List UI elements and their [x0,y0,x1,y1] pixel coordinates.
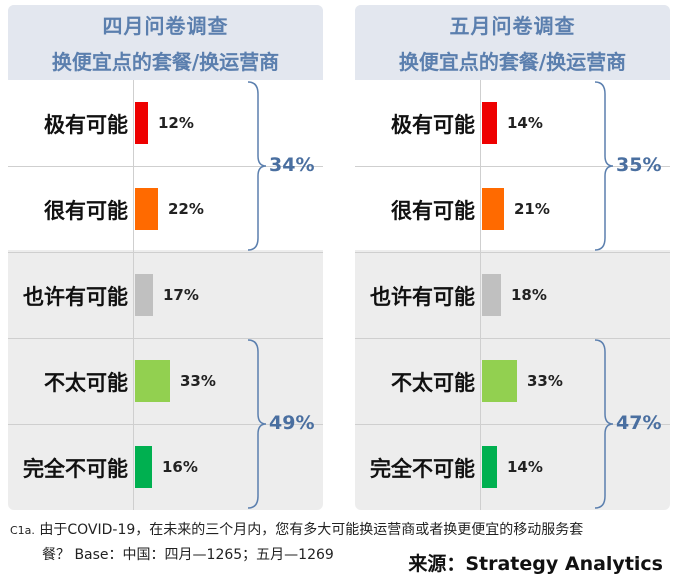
bar-very-likely [135,102,148,144]
value-label-unlikely: 33% [527,372,563,390]
panel-subtitle: 换便宜点的套餐/换运营商 [51,50,280,74]
category-label-unlikely: 不太可能 [44,371,128,395]
bar-likely [135,188,158,230]
chart-axis [133,80,134,510]
group-total-label: 49% [269,412,315,434]
top-group-area [355,80,670,250]
bar-very-unlikely [135,446,152,488]
group-bracket [594,339,614,509]
footnote-line-1: 由于COVID-19，在未来的三个月内，您有多大可能换运营商或者换更便宜的移动服… [39,522,584,538]
footnote-code: C1a. [10,524,35,537]
chart-axis [480,80,481,510]
category-label-unlikely: 不太可能 [391,371,475,395]
value-label-unlikely: 33% [180,372,216,390]
category-label-very-likely: 极有可能 [391,113,475,137]
group-brackets [247,81,267,509]
row-divider [355,166,670,167]
group-total-label: 35% [616,154,662,176]
category-label-very-likely: 极有可能 [44,113,128,137]
row-divider [355,252,670,253]
bar-maybe [482,274,501,316]
panel-title: 四月问卷调查 [102,14,229,38]
bar-likely [482,188,504,230]
value-label-likely: 21% [514,200,550,218]
row-divider [8,166,323,167]
source-label: 来源：Strategy Analytics [408,553,663,575]
row-divider [8,424,323,425]
value-label-maybe: 17% [163,286,199,304]
april-survey-panel: 四月问卷调查 换便宜点的套餐/换运营商 极有可能 12% 很有可能 22% 也许有可能 1… [8,0,323,510]
value-label-maybe: 18% [511,286,547,304]
category-label-very-unlikely: 完全不可能 [370,457,475,481]
category-label-very-unlikely: 完全不可能 [23,457,128,481]
category-label-maybe: 也许有可能 [23,285,128,309]
group-total-label: 47% [616,412,662,434]
footnote-line-2: 餐？ Base：中国：四月—1265；五月—1269 [42,547,334,563]
panel-header [8,5,323,80]
panel-subtitle: 换便宜点的套餐/换运营商 [398,50,627,74]
bar-very-likely [482,102,497,144]
row-divider [8,252,323,253]
value-label-very-unlikely: 14% [507,458,543,476]
row-divider [355,338,670,339]
panel-title: 五月问卷调查 [449,14,576,38]
bar-unlikely [482,360,517,402]
group-bracket [247,81,267,251]
bar-unlikely [135,360,170,402]
bar-very-unlikely [482,446,497,488]
row-divider [355,424,670,425]
row-divider [8,338,323,339]
top-group-area [8,80,323,250]
group-bracket [594,81,614,251]
value-label-very-likely: 12% [158,114,194,132]
panel-header [355,5,670,80]
may-survey-panel: 五月问卷调查 换便宜点的套餐/换运营商 极有可能 14% 很有可能 21% 也许有可能 1… [355,0,670,510]
group-total-label: 34% [269,154,315,176]
value-label-likely: 22% [168,200,204,218]
category-label-likely: 很有可能 [44,199,128,223]
category-label-maybe: 也许有可能 [370,285,475,309]
bar-maybe [135,274,153,316]
value-label-very-unlikely: 16% [162,458,198,476]
group-bracket [247,339,267,509]
category-label-likely: 很有可能 [391,199,475,223]
value-label-very-likely: 14% [507,114,543,132]
group-brackets [594,81,614,509]
footnote: C1a. 由于COVID-19，在未来的三个月内，您有多大可能换运营商或者换更便… [10,518,670,568]
